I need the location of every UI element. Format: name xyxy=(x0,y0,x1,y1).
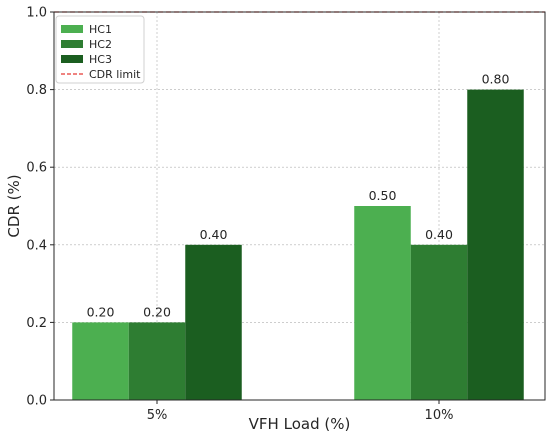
axes: 0.0 0.2 0.4 0.6 0.8 1.0 5% 10% xyxy=(26,6,546,423)
legend-label: CDR limit xyxy=(89,68,141,81)
bar-hc1-0 xyxy=(72,322,129,400)
legend-swatch-hc2 xyxy=(61,40,83,48)
bar-value-label: 0.50 xyxy=(369,188,397,203)
y-tick-label: 0.4 xyxy=(26,238,47,253)
bar-hc3-0 xyxy=(185,244,242,400)
y-axis-title: CDR (%) xyxy=(5,174,23,237)
bar-value-label: 0.40 xyxy=(425,227,453,242)
bar-value-label: 0.20 xyxy=(87,304,115,319)
legend-swatch-hc3 xyxy=(61,55,83,63)
x-tick-label: 10% xyxy=(425,408,454,423)
y-tick-label: 0.6 xyxy=(26,161,47,176)
legend-label: HC2 xyxy=(89,38,112,51)
plot-frame xyxy=(53,11,546,401)
x-tick-label: 5% xyxy=(147,408,168,423)
legend-swatch-hc1 xyxy=(61,25,83,33)
bar-value-label: 0.80 xyxy=(482,72,510,87)
bar-hc1-1 xyxy=(354,206,411,400)
legend-label: HC1 xyxy=(89,23,112,36)
legend: HC1 HC2 HC3 CDR limit xyxy=(55,15,145,84)
bar-hc2-1 xyxy=(410,244,468,400)
y-tick-label: 0.8 xyxy=(26,83,47,98)
bar-hc3-1 xyxy=(467,89,524,400)
legend-label: HC3 xyxy=(89,53,112,66)
bars xyxy=(72,89,524,400)
bar-value-label: 0.20 xyxy=(143,304,171,319)
bar-value-label: 0.40 xyxy=(200,227,228,242)
x-axis-title: VFH Load (%) xyxy=(249,415,351,433)
y-tick-label: 0.0 xyxy=(26,394,47,409)
y-tick-label: 1.0 xyxy=(26,6,47,21)
y-tick-label: 0.2 xyxy=(26,316,47,331)
bar-hc2-0 xyxy=(128,322,186,400)
bar-value-labels: 0.20 0.20 0.40 0.50 0.40 0.80 xyxy=(87,72,510,320)
